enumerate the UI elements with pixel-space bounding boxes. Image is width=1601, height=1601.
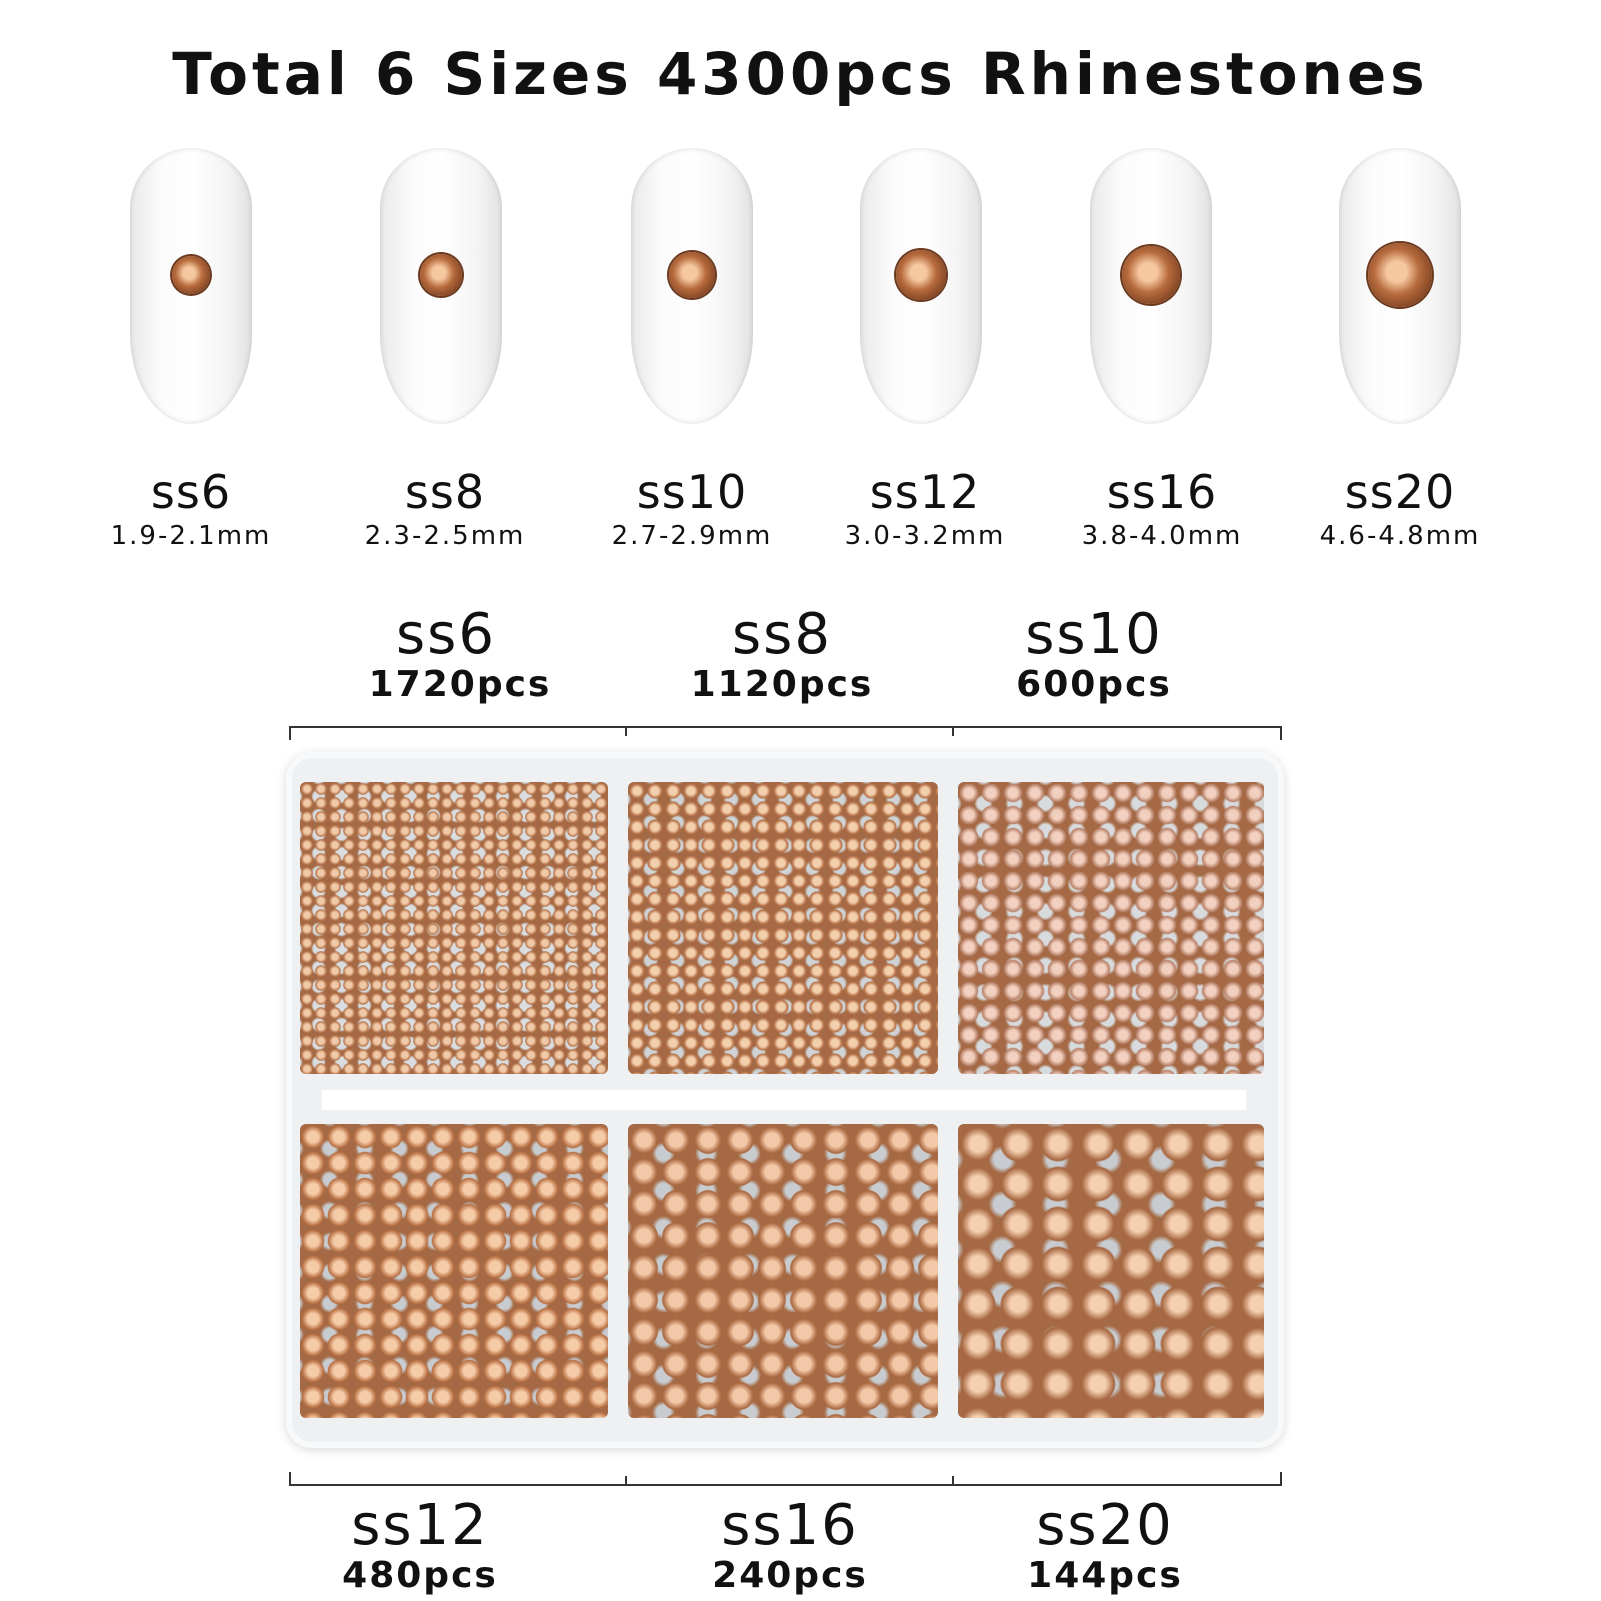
rhinestone-icon bbox=[1368, 242, 1432, 307]
rhinestone-icon bbox=[172, 255, 210, 294]
count-pcs: 240pcs bbox=[712, 1555, 868, 1596]
size-mm: 2.7-2.9mm bbox=[611, 521, 773, 551]
bracket-bottom bbox=[289, 1472, 1282, 1486]
size-label: ss20 4.6-4.8mm bbox=[1290, 465, 1510, 551]
count-label: ss16 240pcs bbox=[660, 1496, 920, 1596]
size-mm: 2.3-2.5mm bbox=[364, 521, 526, 551]
rhinestone-icon bbox=[1122, 245, 1180, 304]
box-divider bbox=[322, 1090, 1246, 1110]
count-pcs: 600pcs bbox=[1016, 664, 1172, 705]
tick bbox=[952, 1476, 954, 1484]
compartment-ss8 bbox=[628, 782, 938, 1074]
count-name: ss16 bbox=[721, 1493, 859, 1558]
compartment-ss12 bbox=[300, 1124, 608, 1418]
rhinestone-icon bbox=[669, 251, 715, 298]
nail-ss6 bbox=[130, 148, 252, 424]
size-name: ss10 bbox=[636, 465, 748, 519]
size-mm: 3.0-3.2mm bbox=[844, 521, 1006, 551]
size-label: ss10 2.7-2.9mm bbox=[582, 465, 802, 551]
size-label: ss12 3.0-3.2mm bbox=[815, 465, 1035, 551]
count-label: ss6 1720pcs bbox=[330, 605, 590, 705]
tick bbox=[625, 728, 627, 736]
size-mm: 4.6-4.8mm bbox=[1319, 521, 1481, 551]
nail-ss12 bbox=[860, 148, 982, 424]
page-title: Total 6 Sizes 4300pcs Rhinestones bbox=[172, 40, 1429, 108]
rhinestone-box bbox=[286, 752, 1284, 1448]
count-label: ss20 144pcs bbox=[975, 1496, 1235, 1596]
rhinestone-icon bbox=[420, 253, 462, 296]
bracket-top bbox=[289, 726, 1282, 740]
size-label: ss6 1.9-2.1mm bbox=[81, 465, 301, 551]
rhinestone-icon bbox=[896, 249, 946, 300]
count-name: ss10 bbox=[1025, 602, 1163, 667]
tick bbox=[625, 1476, 627, 1484]
count-name: ss12 bbox=[351, 1493, 489, 1558]
size-name: ss12 bbox=[869, 465, 981, 519]
nail-ss20 bbox=[1339, 148, 1461, 424]
size-mm: 1.9-2.1mm bbox=[110, 521, 272, 551]
count-pcs: 1720pcs bbox=[368, 664, 552, 705]
count-name: ss6 bbox=[396, 602, 496, 667]
size-name: ss6 bbox=[150, 465, 232, 519]
count-label: ss8 1120pcs bbox=[652, 605, 912, 705]
nail-ss16 bbox=[1090, 148, 1212, 424]
compartment-ss16 bbox=[628, 1124, 938, 1418]
count-name: ss8 bbox=[732, 602, 832, 667]
count-label: ss10 600pcs bbox=[964, 605, 1224, 705]
size-label: ss8 2.3-2.5mm bbox=[335, 465, 555, 551]
size-mm: 3.8-4.0mm bbox=[1081, 521, 1243, 551]
compartment-ss6 bbox=[300, 782, 608, 1074]
compartment-ss20 bbox=[958, 1124, 1264, 1418]
count-pcs: 1120pcs bbox=[690, 664, 874, 705]
count-name: ss20 bbox=[1036, 1493, 1174, 1558]
compartment-ss10 bbox=[958, 782, 1264, 1074]
size-name: ss16 bbox=[1106, 465, 1218, 519]
nail-ss10 bbox=[631, 148, 753, 424]
size-name: ss8 bbox=[404, 465, 486, 519]
count-pcs: 144pcs bbox=[1027, 1555, 1183, 1596]
tick bbox=[952, 728, 954, 736]
size-label: ss16 3.8-4.0mm bbox=[1052, 465, 1272, 551]
nail-ss8 bbox=[380, 148, 502, 424]
count-pcs: 480pcs bbox=[342, 1555, 498, 1596]
size-name: ss20 bbox=[1344, 465, 1456, 519]
count-label: ss12 480pcs bbox=[290, 1496, 550, 1596]
